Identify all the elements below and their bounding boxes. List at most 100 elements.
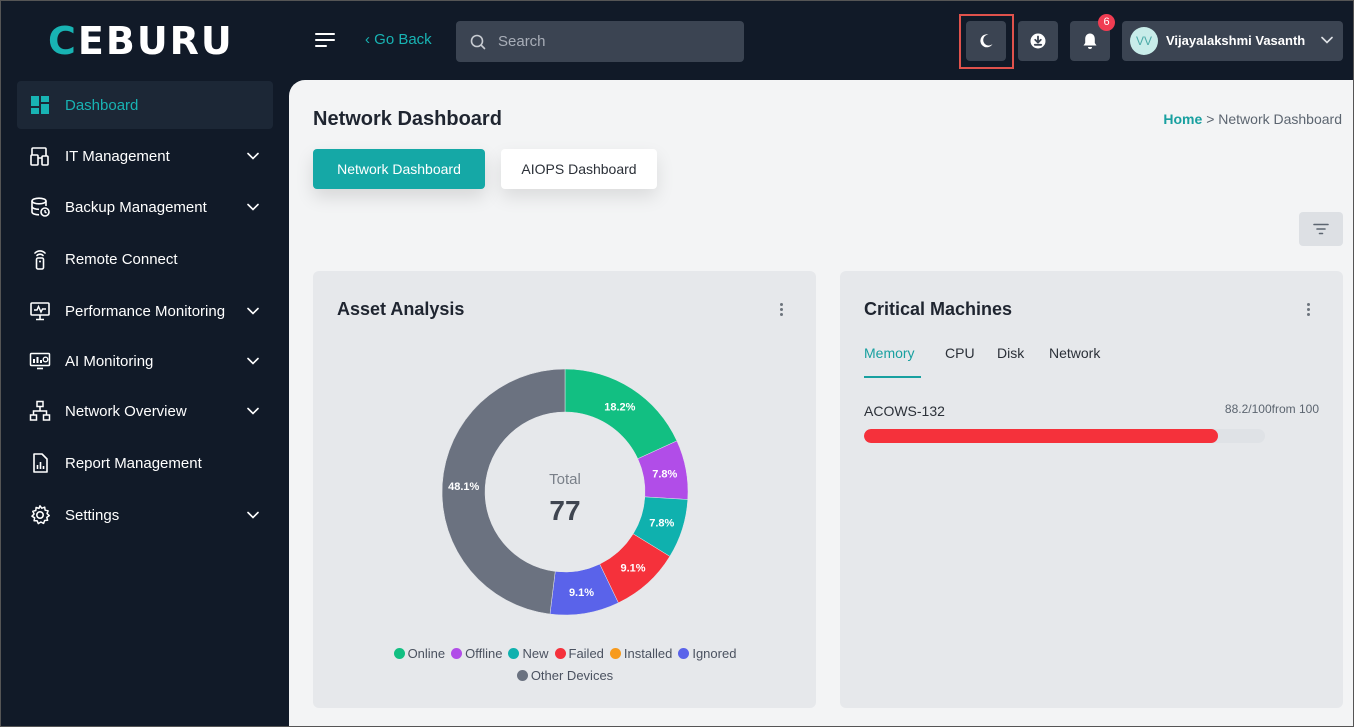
chevron-down-icon[interactable] xyxy=(247,407,259,415)
sidebar-item-backup-management[interactable]: Backup Management xyxy=(17,183,273,231)
user-menu[interactable]: VV Vijayalakshmi Vasanth xyxy=(1122,21,1343,61)
dashboard-icon xyxy=(31,96,49,114)
sidebar-item-ai-monitoring[interactable]: AI Monitoring xyxy=(17,337,273,385)
page-title: Network Dashboard xyxy=(313,108,502,130)
tab-cpu[interactable]: CPU xyxy=(945,345,975,361)
memory-usage-bar xyxy=(864,429,1265,443)
legend-item-new[interactable]: New xyxy=(508,643,549,665)
chevron-down-icon[interactable] xyxy=(247,307,259,315)
breadcrumb-separator: > xyxy=(1206,111,1215,127)
card-title: Asset Analysis xyxy=(337,299,465,319)
top-bar: CEBURU ‹ Go Back 6 VV Vijayalakshmi Vasa… xyxy=(0,0,1354,80)
tab-network-dashboard[interactable]: Network Dashboard xyxy=(313,149,485,189)
chevron-down-icon xyxy=(1321,36,1333,44)
sidebar-item-label: Dashboard xyxy=(65,97,139,114)
legend-dot xyxy=(508,648,520,659)
chevron-down-icon[interactable] xyxy=(247,203,259,211)
sidebar-item-it-management[interactable]: IT Management xyxy=(17,132,273,180)
donut-segment-label: 9.1% xyxy=(620,562,645,574)
main-content: Network Dashboard Home > Network Dashboa… xyxy=(289,80,1354,727)
brand-logo[interactable]: CEBURU xyxy=(48,19,234,63)
legend-label: Other Devices xyxy=(530,668,614,683)
legend-item-online[interactable]: Online xyxy=(393,643,445,665)
legend-item-installed[interactable]: Installed xyxy=(609,643,673,665)
monitor-icon xyxy=(30,302,50,321)
donut-segment-label: 7.8% xyxy=(649,518,674,530)
legend-item-failed[interactable]: Failed xyxy=(554,643,604,665)
donut-total: 77 xyxy=(549,495,580,526)
sidebar-item-label: Network Overview xyxy=(65,403,187,420)
sidebar-item-settings[interactable]: Settings xyxy=(17,491,273,539)
filter-icon xyxy=(1313,223,1329,235)
bell-icon xyxy=(1083,33,1097,49)
legend-dot xyxy=(393,648,405,659)
sidebar-item-label: Remote Connect xyxy=(65,251,178,268)
menu-toggle-icon[interactable] xyxy=(315,32,335,48)
search-input[interactable] xyxy=(498,21,734,62)
legend-item-other-devices[interactable]: Other Devices xyxy=(516,665,614,687)
legend-dot xyxy=(516,670,528,681)
asset-donut-chart: 18.2% 7.8% 7.8% 9.1% 9.1% 48.1% Total 77 xyxy=(441,368,689,616)
sidebar-item-label: Settings xyxy=(65,507,120,524)
breadcrumb: Home > Network Dashboard xyxy=(1163,111,1342,127)
tab-disk[interactable]: Disk xyxy=(997,345,1025,361)
search-box[interactable] xyxy=(456,21,744,62)
notification-count-badge: 6 xyxy=(1098,14,1115,31)
sidebar-item-label: Backup Management xyxy=(65,199,207,216)
machine-usage-value: 88.2/100from 100 xyxy=(1224,402,1319,416)
sidebar-item-report-management[interactable]: Report Management xyxy=(17,439,273,487)
donut-segment-online[interactable] xyxy=(564,368,678,460)
active-tab-indicator xyxy=(864,376,921,378)
sidebar-item-label: AI Monitoring xyxy=(65,353,154,370)
donut-segment-label: 7.8% xyxy=(652,468,677,480)
download-icon xyxy=(1030,33,1046,49)
filter-button[interactable] xyxy=(1299,212,1343,246)
donut-segment-label: 48.1% xyxy=(448,481,479,493)
legend-item-ignored[interactable]: Ignored xyxy=(678,643,736,665)
user-name: Vijayalakshmi Vasanth xyxy=(1166,33,1306,48)
legend-label: Installed xyxy=(623,646,673,661)
download-button[interactable] xyxy=(1018,21,1058,61)
sidebar-item-performance-monitoring[interactable]: Performance Monitoring xyxy=(17,287,273,335)
ai-monitor-icon xyxy=(29,352,51,370)
legend-label: New xyxy=(522,646,549,661)
avatar: VV xyxy=(1130,27,1158,55)
donut-segment-label: 18.2% xyxy=(604,402,635,414)
network-icon xyxy=(29,400,51,421)
tab-memory[interactable]: Memory xyxy=(864,345,915,361)
legend-label: Offline xyxy=(465,646,503,661)
breadcrumb-home-link[interactable]: Home xyxy=(1163,111,1203,127)
chevron-down-icon[interactable] xyxy=(247,357,259,365)
tab-network[interactable]: Network xyxy=(1049,345,1101,361)
chevron-down-icon[interactable] xyxy=(247,152,259,160)
donut-center-label: Total xyxy=(549,471,581,488)
chevron-down-icon[interactable] xyxy=(247,511,259,519)
machine-name: ACOWS-132 xyxy=(864,403,945,419)
critical-machines-card: Critical Machines Memory CPU Disk Networ… xyxy=(840,271,1343,708)
more-options-icon[interactable] xyxy=(1302,301,1316,319)
go-back-link[interactable]: ‹ Go Back xyxy=(365,31,432,48)
sidebar-item-label: Report Management xyxy=(65,455,202,472)
moon-icon xyxy=(980,34,993,48)
sidebar-item-network-overview[interactable]: Network Overview xyxy=(17,387,273,435)
tab-aiops-dashboard[interactable]: AIOPS Dashboard xyxy=(501,149,657,189)
legend-dot xyxy=(609,648,621,659)
chart-legend: Online Offline New Failed Installed Ignored Ot… xyxy=(353,643,777,687)
settings-icon xyxy=(31,505,50,525)
sidebar: Dashboard IT Management Backup Managemen… xyxy=(0,80,289,727)
more-options-icon[interactable] xyxy=(775,301,789,319)
legend-dot xyxy=(678,648,690,659)
highlight-box xyxy=(959,14,1014,69)
report-icon xyxy=(33,453,48,473)
legend-item-offline[interactable]: Offline xyxy=(451,643,502,665)
legend-dot xyxy=(451,648,463,659)
legend-label: Ignored xyxy=(692,646,737,661)
breadcrumb-current: Network Dashboard xyxy=(1218,111,1342,127)
sidebar-item-remote-connect[interactable]: Remote Connect xyxy=(17,235,273,283)
card-title: Critical Machines xyxy=(864,299,1013,319)
notifications-button[interactable] xyxy=(1070,21,1110,61)
theme-toggle-button[interactable] xyxy=(966,21,1006,61)
sidebar-item-dashboard[interactable]: Dashboard xyxy=(17,81,273,129)
asset-analysis-card: Asset Analysis 18.2% 7.8% 7.8% 9.1% 9.1% 48.1… xyxy=(313,271,816,708)
donut-segment-label: 9.1% xyxy=(569,587,594,599)
